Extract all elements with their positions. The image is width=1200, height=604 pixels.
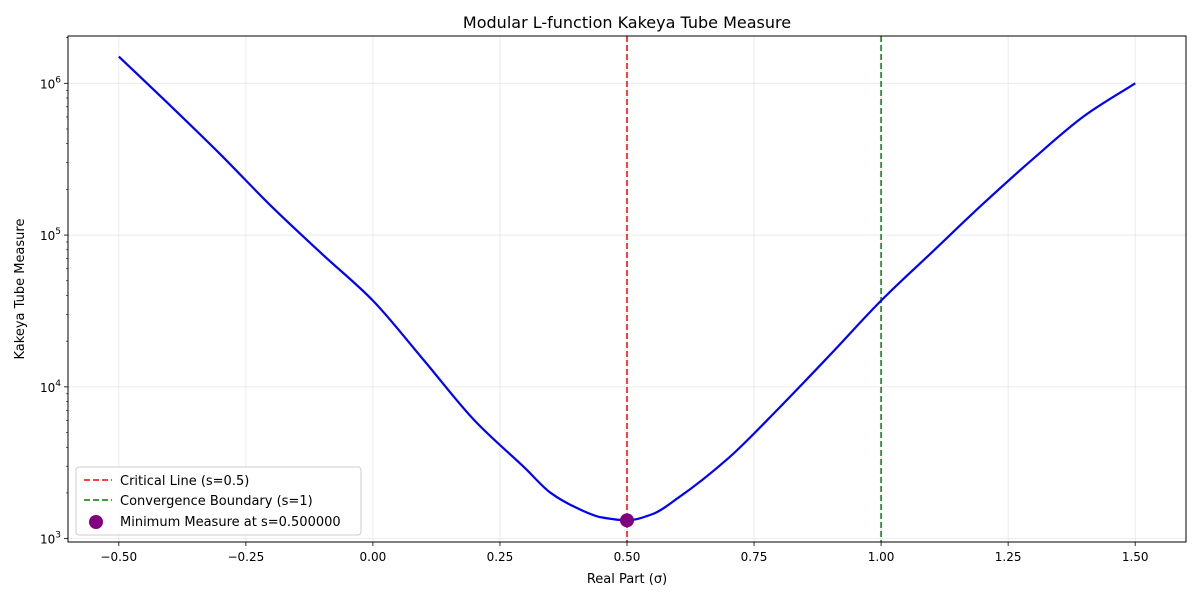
x-tick-label: 1.25	[995, 550, 1022, 564]
x-tick-label: 0.25	[487, 550, 514, 564]
reference-lines	[626, 36, 882, 542]
marker-layer	[620, 513, 634, 528]
x-tick-label: 0.75	[741, 550, 768, 564]
y-tick-label: 103	[40, 531, 61, 547]
legend: Critical Line (s=0.5) Convergence Bounda…	[75, 466, 362, 536]
x-tick-label: 1.50	[1122, 550, 1149, 564]
chart-title: Modular L-function Kakeya Tube Measure	[463, 13, 791, 32]
minimum-measure-point	[620, 513, 634, 528]
y-axis-label: Kakeya Tube Measure	[13, 219, 28, 360]
x-tick-label: 1.00	[868, 550, 895, 564]
x-tick-label: 0.50	[614, 550, 641, 564]
y-axis-ticks: 103 104 105 106	[40, 37, 68, 547]
x-axis-label: Real Part (σ)	[587, 572, 667, 587]
measure-series-line	[118, 55, 1136, 522]
y-tick-label: 106	[40, 75, 61, 91]
legend-convergence-boundary-label: Convergence Boundary (s=1)	[120, 494, 313, 509]
y-tick-label: 104	[40, 379, 61, 395]
series-layer	[118, 55, 1136, 522]
x-tick-label: −0.25	[227, 550, 264, 564]
legend-critical-line-label: Critical Line (s=0.5)	[120, 474, 249, 489]
y-tick-label: 105	[40, 227, 61, 243]
legend-box	[75, 466, 362, 536]
x-axis-ticks: −0.50 −0.25 0.00 0.25 0.50 0.75 1.00 1.25 1.50	[100, 542, 1149, 564]
x-tick-label: 0.00	[360, 550, 387, 564]
legend-minimum-label: Minimum Measure at s=0.500000	[120, 515, 341, 530]
x-tick-label: −0.50	[100, 550, 137, 564]
legend-minimum-marker-swatch	[89, 515, 103, 529]
